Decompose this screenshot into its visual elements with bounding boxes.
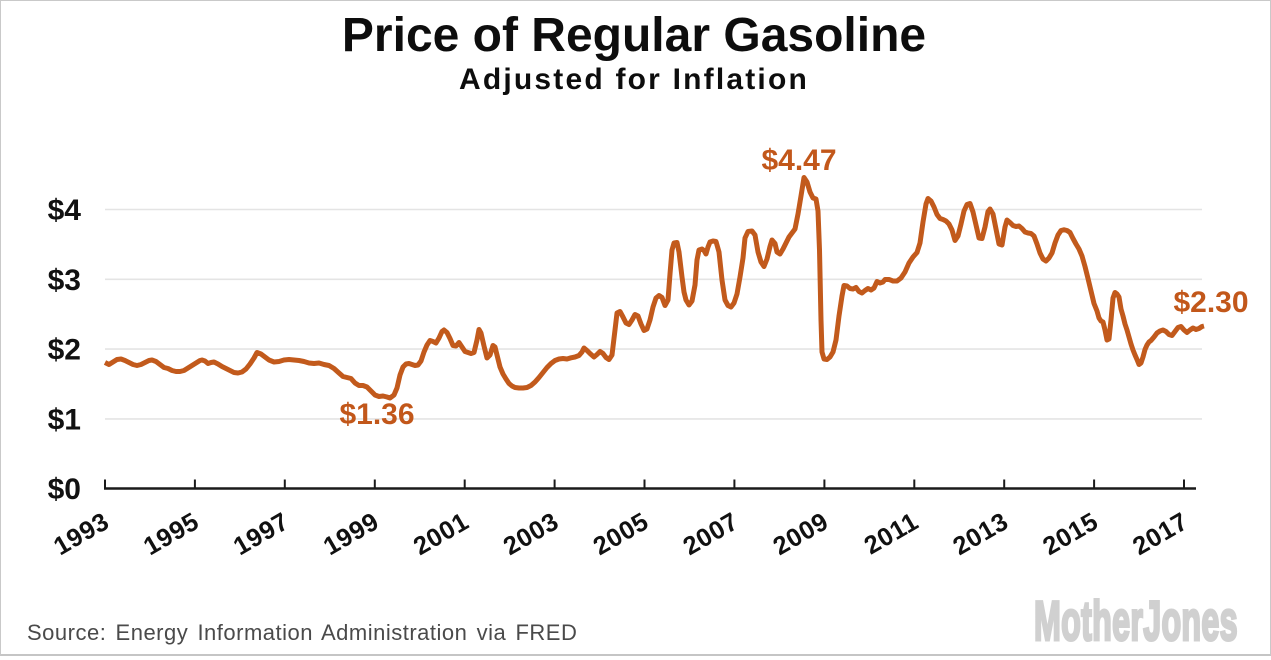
svg-text:$1: $1 (48, 403, 81, 436)
svg-text:2009: 2009 (769, 507, 834, 561)
svg-text:$3: $3 (48, 264, 81, 297)
svg-text:$2.30: $2.30 (1173, 286, 1248, 319)
svg-text:1999: 1999 (319, 507, 384, 561)
svg-text:1993: 1993 (49, 507, 114, 561)
svg-text:2017: 2017 (1128, 507, 1193, 561)
svg-text:2005: 2005 (589, 507, 654, 561)
svg-text:1997: 1997 (229, 507, 294, 561)
svg-text:2003: 2003 (499, 507, 564, 561)
svg-text:$4.47: $4.47 (761, 144, 836, 177)
svg-text:2007: 2007 (679, 507, 744, 561)
svg-text:2015: 2015 (1038, 507, 1103, 561)
svg-text:1995: 1995 (139, 507, 204, 561)
svg-text:2013: 2013 (948, 507, 1013, 561)
svg-text:$1.36: $1.36 (339, 398, 414, 431)
svg-text:$4: $4 (48, 194, 82, 227)
svg-text:Source: Energy Information Adm: Source: Energy Information Administratio… (27, 620, 577, 645)
svg-text:$2: $2 (48, 334, 81, 367)
svg-text:2011: 2011 (860, 507, 924, 560)
svg-text:$0: $0 (48, 473, 81, 506)
svg-text:2001: 2001 (409, 507, 474, 561)
svg-text:Price of Regular Gasoline: Price of Regular Gasoline (342, 9, 926, 62)
svg-text:Adjusted for Inflation: Adjusted for Inflation (459, 63, 809, 96)
svg-text:MotherJones: MotherJones (1034, 590, 1238, 652)
